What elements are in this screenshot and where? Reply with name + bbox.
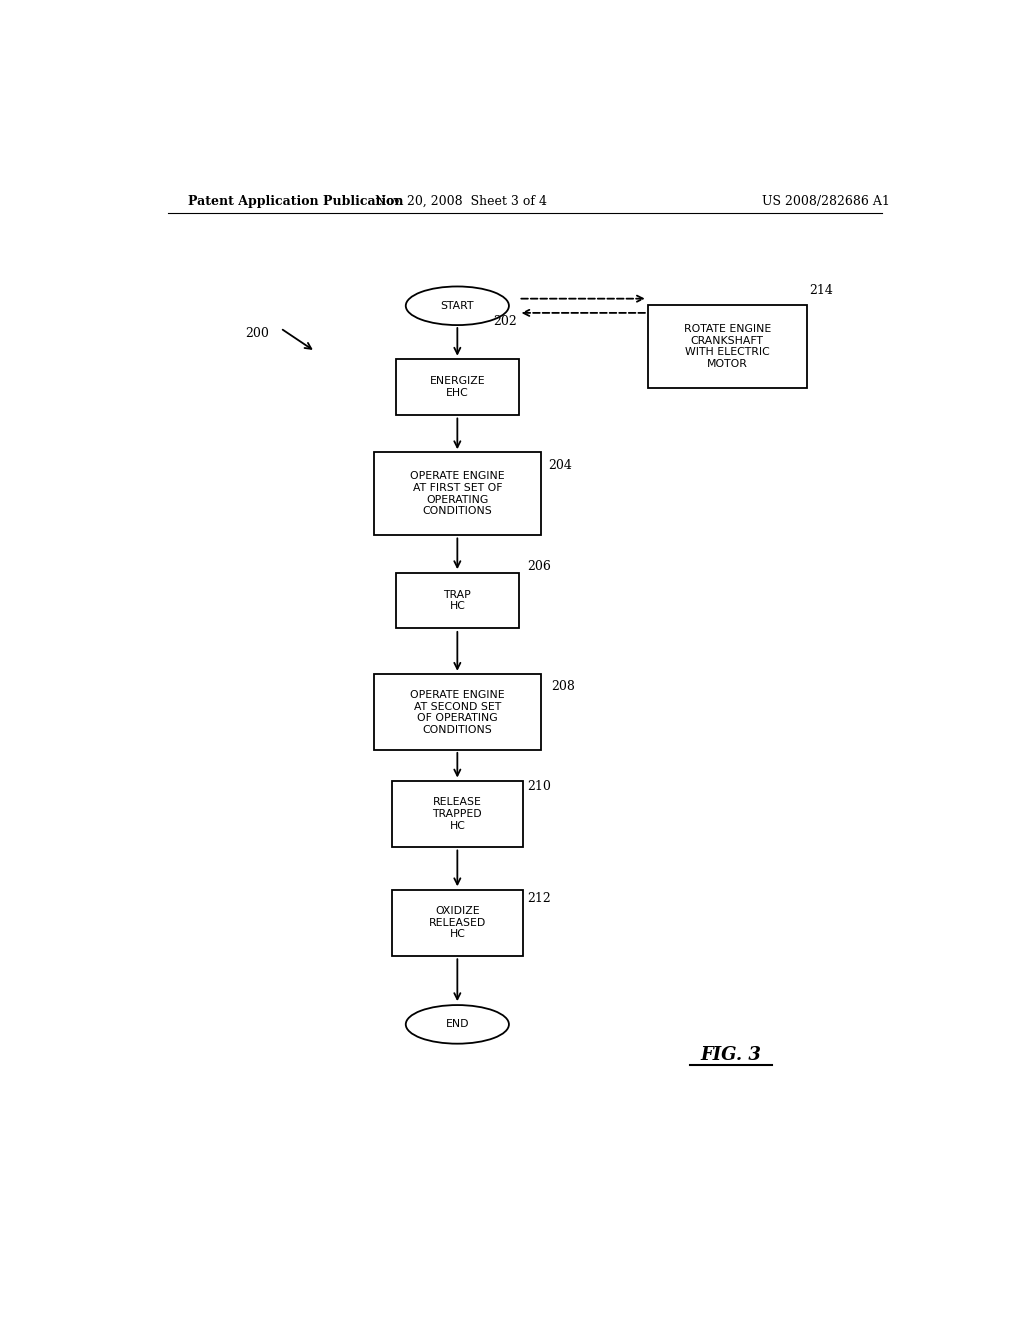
Text: 208: 208	[551, 680, 574, 693]
Text: TRAP
HC: TRAP HC	[443, 590, 471, 611]
Text: ROTATE ENGINE
CRANKSHAFT
WITH ELECTRIC
MOTOR: ROTATE ENGINE CRANKSHAFT WITH ELECTRIC M…	[684, 323, 771, 368]
Text: 210: 210	[527, 780, 551, 793]
Text: US 2008/282686 A1: US 2008/282686 A1	[763, 194, 890, 207]
Text: 204: 204	[549, 459, 572, 471]
Text: ENERGIZE
EHC: ENERGIZE EHC	[429, 376, 485, 397]
Text: OXIDIZE
RELEASED
HC: OXIDIZE RELEASED HC	[429, 906, 486, 940]
Text: 200: 200	[246, 327, 269, 339]
Text: FIG. 3: FIG. 3	[700, 1045, 762, 1064]
Text: Patent Application Publication: Patent Application Publication	[187, 194, 403, 207]
Text: START: START	[440, 301, 474, 310]
Text: RELEASE
TRAPPED
HC: RELEASE TRAPPED HC	[432, 797, 482, 830]
Text: END: END	[445, 1019, 469, 1030]
Text: OPERATE ENGINE
AT FIRST SET OF
OPERATING
CONDITIONS: OPERATE ENGINE AT FIRST SET OF OPERATING…	[410, 471, 505, 516]
Text: 206: 206	[527, 561, 551, 573]
Text: 214: 214	[809, 284, 833, 297]
Text: OPERATE ENGINE
AT SECOND SET
OF OPERATING
CONDITIONS: OPERATE ENGINE AT SECOND SET OF OPERATIN…	[410, 690, 505, 735]
Text: 202: 202	[494, 314, 517, 327]
Text: Nov. 20, 2008  Sheet 3 of 4: Nov. 20, 2008 Sheet 3 of 4	[376, 194, 547, 207]
Text: 212: 212	[527, 892, 551, 904]
